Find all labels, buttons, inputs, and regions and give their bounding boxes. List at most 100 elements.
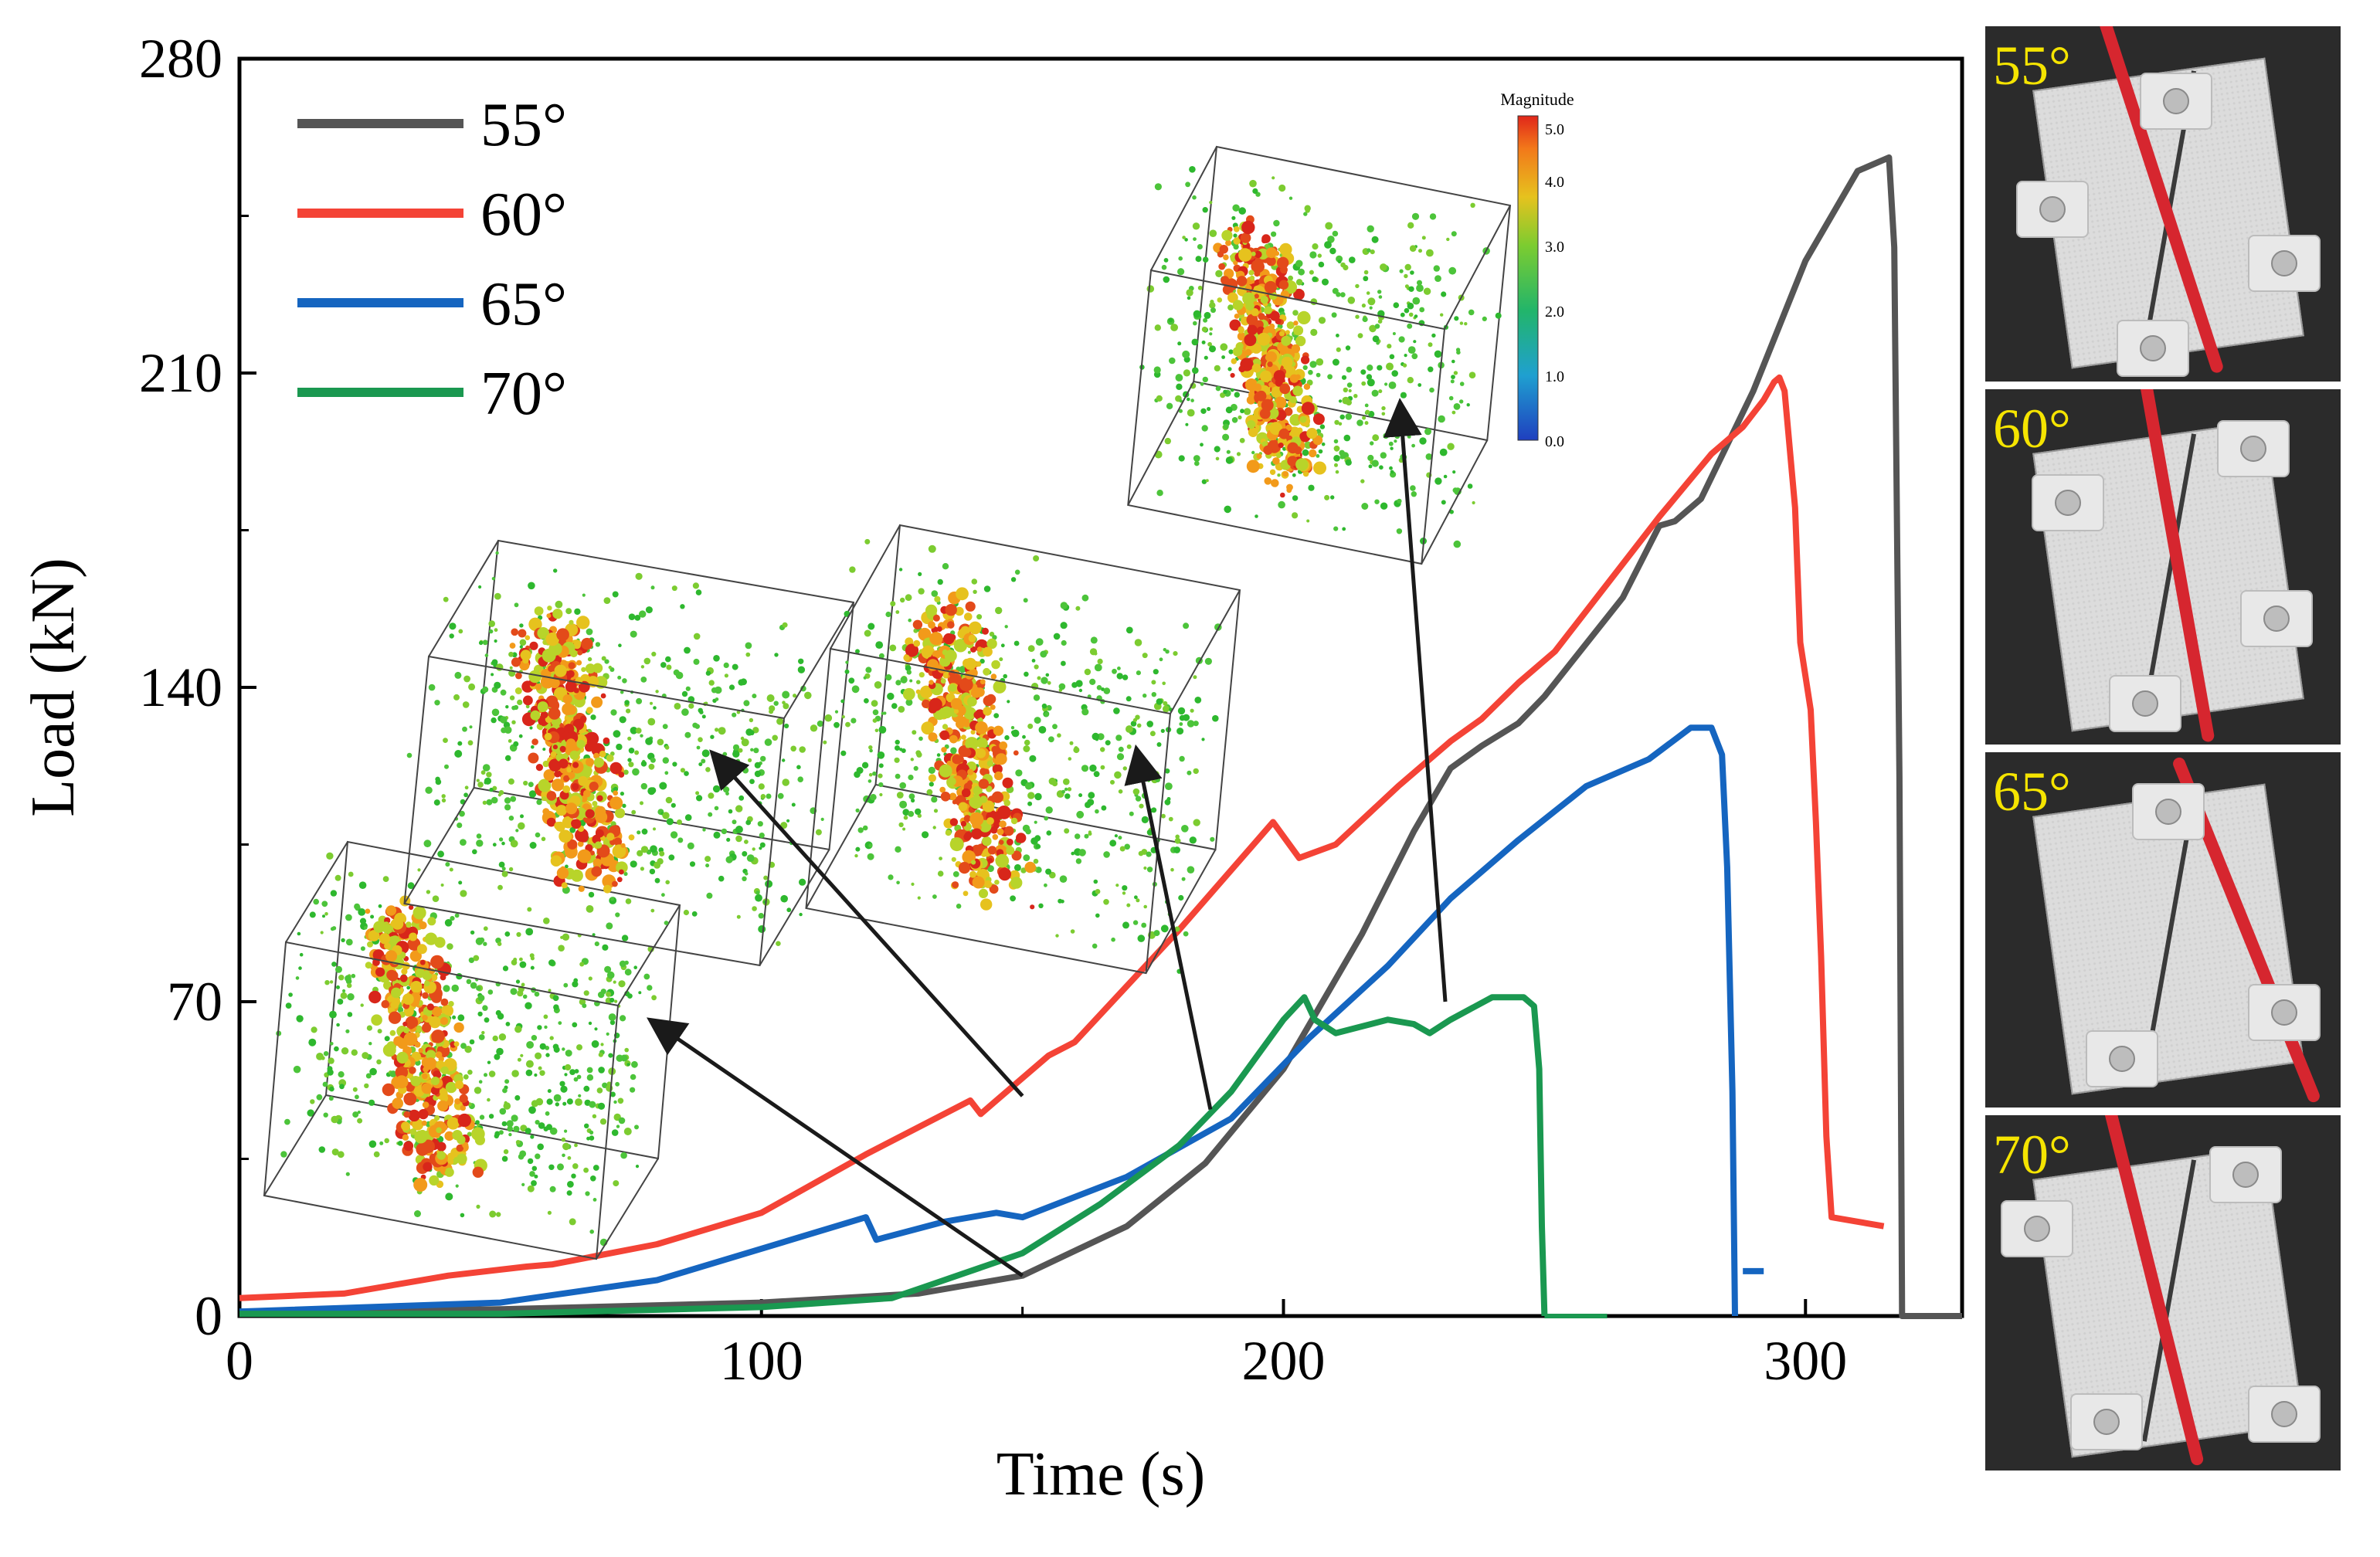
ae-point xyxy=(505,1022,511,1026)
ae-point xyxy=(1404,273,1408,279)
ae-point xyxy=(450,916,455,921)
ae-point xyxy=(1210,307,1216,314)
ae-point xyxy=(366,1025,372,1031)
ae-point xyxy=(521,1182,525,1186)
ae-point xyxy=(746,854,755,862)
ae-point xyxy=(355,1094,359,1100)
ae-point xyxy=(714,686,722,694)
photo-label: 55° xyxy=(1993,35,2071,97)
bolt-icon xyxy=(2155,799,2181,825)
ae-point xyxy=(891,703,898,709)
ae-point xyxy=(1160,728,1165,734)
ae-point xyxy=(1404,284,1409,289)
ae-point xyxy=(662,757,669,764)
ae-point xyxy=(526,1041,534,1049)
ae-point xyxy=(539,1070,545,1077)
ae-point xyxy=(1289,395,1297,404)
ae-point xyxy=(648,763,655,770)
ae-point xyxy=(511,959,518,965)
ae-point xyxy=(592,663,603,673)
ae-point xyxy=(976,661,982,667)
bolt-icon xyxy=(2024,1216,2050,1242)
ae-point xyxy=(926,789,933,795)
ae-point xyxy=(782,778,789,786)
ae-point xyxy=(780,822,788,829)
ae-point xyxy=(582,1003,587,1009)
ae-point xyxy=(609,762,623,775)
ae-point xyxy=(1261,234,1271,243)
ae-point xyxy=(1170,867,1174,872)
ae-point xyxy=(855,649,860,654)
ae-point xyxy=(496,1212,501,1217)
ae-point xyxy=(460,1213,465,1218)
bolt-icon xyxy=(2093,1409,2120,1435)
ae-point xyxy=(429,1016,441,1029)
ae-point xyxy=(610,897,614,901)
ae-point xyxy=(1004,826,1014,836)
ae-point xyxy=(887,692,895,700)
ae-point xyxy=(403,1032,418,1046)
ae-point xyxy=(416,944,427,955)
ae-point xyxy=(598,1052,603,1057)
ae-point xyxy=(536,799,542,806)
ae-point xyxy=(1451,231,1457,237)
ae-point xyxy=(1069,741,1074,745)
ae-point xyxy=(1378,389,1383,394)
ae-point xyxy=(529,641,538,650)
ae-point xyxy=(1231,358,1238,365)
ae-point xyxy=(706,892,713,899)
ae-point xyxy=(1044,883,1047,887)
ae-point xyxy=(430,1086,440,1095)
ae-point xyxy=(1281,335,1292,346)
ae-point xyxy=(1134,895,1138,900)
ae-point xyxy=(318,1146,326,1153)
ae-point xyxy=(421,1083,433,1094)
ae-point xyxy=(1364,421,1369,426)
ae-point xyxy=(1132,920,1139,925)
ae-point xyxy=(472,1166,484,1179)
ae-point xyxy=(555,1102,559,1107)
ae-point xyxy=(579,962,585,967)
ae-point xyxy=(1336,347,1341,352)
ae-point xyxy=(535,1052,542,1060)
ae-point xyxy=(1057,733,1061,738)
ae-point xyxy=(609,796,623,810)
ae-point xyxy=(1122,885,1128,891)
ae-point xyxy=(1209,201,1213,205)
ae-point xyxy=(542,808,550,816)
ae-point xyxy=(1219,245,1229,254)
ae-point xyxy=(555,805,568,816)
ae-point xyxy=(545,1053,550,1057)
ae-point xyxy=(1029,755,1037,762)
ae-point xyxy=(1177,341,1182,346)
x-tick-label: 100 xyxy=(720,1330,803,1392)
ae-point xyxy=(958,862,971,874)
ae-point xyxy=(576,660,582,666)
ae-point xyxy=(1110,779,1115,785)
ae-point xyxy=(965,601,976,612)
ae-point xyxy=(1340,262,1346,268)
ae-point xyxy=(547,606,552,611)
ae-point xyxy=(720,767,725,772)
ae-point xyxy=(823,740,827,745)
ae-point xyxy=(722,751,728,757)
ae-point xyxy=(1114,771,1122,779)
legend-label: 55° xyxy=(480,91,567,159)
ae-point xyxy=(399,974,408,982)
ae-point xyxy=(444,764,449,769)
ae-point xyxy=(994,880,1000,885)
ae-point xyxy=(569,1069,575,1075)
ae-point xyxy=(1010,895,1016,902)
ae-point xyxy=(1308,369,1313,375)
ae-point xyxy=(329,1086,334,1092)
ae-point xyxy=(1193,721,1199,727)
ae-point xyxy=(421,1120,427,1126)
ae-point xyxy=(760,794,766,799)
ae-point xyxy=(328,1057,334,1064)
ae-point xyxy=(986,760,994,767)
ae-point xyxy=(1380,452,1387,459)
ae-point xyxy=(978,888,989,898)
ae-point xyxy=(562,1142,570,1151)
ae-point xyxy=(489,787,494,792)
ae-point xyxy=(1292,473,1296,477)
